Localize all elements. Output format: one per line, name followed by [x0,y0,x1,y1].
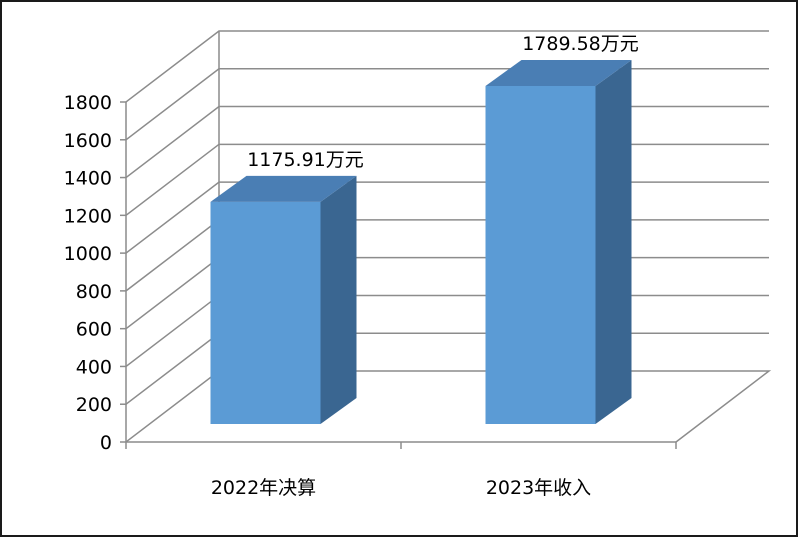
y-tick-label: 800 [76,281,112,303]
y-tick-label: 1800 [64,92,112,114]
y-tick-label: 1200 [64,205,112,227]
x-category-label: 2023年收入 [486,477,591,499]
bar-side [595,59,632,424]
bar-front [210,201,321,424]
bar [485,59,632,424]
data-label: 1789.58万元 [522,33,639,55]
x-category-label: 2022年决算 [211,477,316,499]
bar-side [320,175,357,424]
bar-top [485,59,632,86]
y-tick-label: 1400 [64,168,112,190]
y-axis-ticks: 0 200 400 600 800 1000 1200 1400 1600 1800 [64,92,126,454]
y-tick-label: 200 [76,394,112,416]
gridline [125,30,769,103]
bar-front [485,85,596,424]
axes [125,102,677,449]
y-tick-label: 1600 [64,130,112,152]
y-tick-label: 0 [100,432,112,454]
x-axis-categories: 2022年决算 2023年收入 [211,477,591,499]
bars [210,59,632,424]
gridline [125,105,769,179]
y-tick-label: 1000 [64,243,112,265]
bar-top [210,175,357,202]
bar [210,175,357,424]
data-label: 1175.91万元 [247,149,364,171]
y-tick-label: 600 [76,319,112,341]
gridline [125,68,769,141]
data-labels: 1175.91万元 1789.58万元 [247,33,639,171]
y-tick-label: 400 [76,356,112,378]
